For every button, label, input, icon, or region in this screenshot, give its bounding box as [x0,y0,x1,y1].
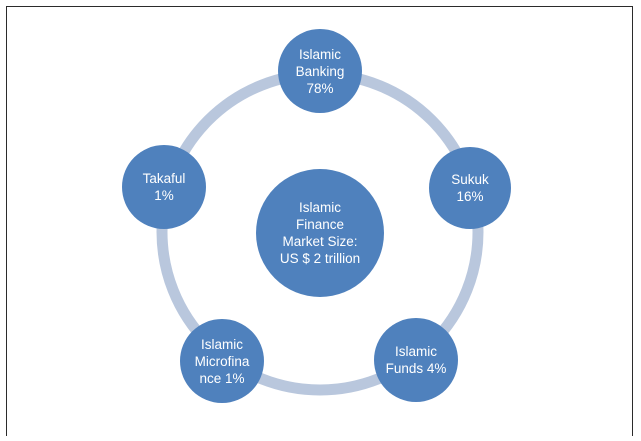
node-takaful-label: Takaful 1% [142,171,186,203]
node-islamic-funds-label: Islamic Funds 4% [385,344,447,376]
node-islamic-banking-label: Islamic Banking 78% [295,46,345,96]
node-islamic-banking: Islamic Banking 78% [278,29,362,113]
node-sukuk-label: Sukuk 16% [451,172,489,204]
node-islamic-funds: Islamic Funds 4% [374,318,458,402]
node-sukuk: Sukuk 16% [429,147,511,229]
node-islamic-microfinance: Islamic Microfina nce 1% [180,319,264,403]
center-node-label: Islamic Finance Market Size: US $ 2 tril… [279,200,361,266]
node-takaful: Takaful 1% [122,145,206,229]
node-islamic-microfinance-label: Islamic Microfina nce 1% [194,336,250,386]
center-node: Islamic Finance Market Size: US $ 2 tril… [256,169,384,297]
